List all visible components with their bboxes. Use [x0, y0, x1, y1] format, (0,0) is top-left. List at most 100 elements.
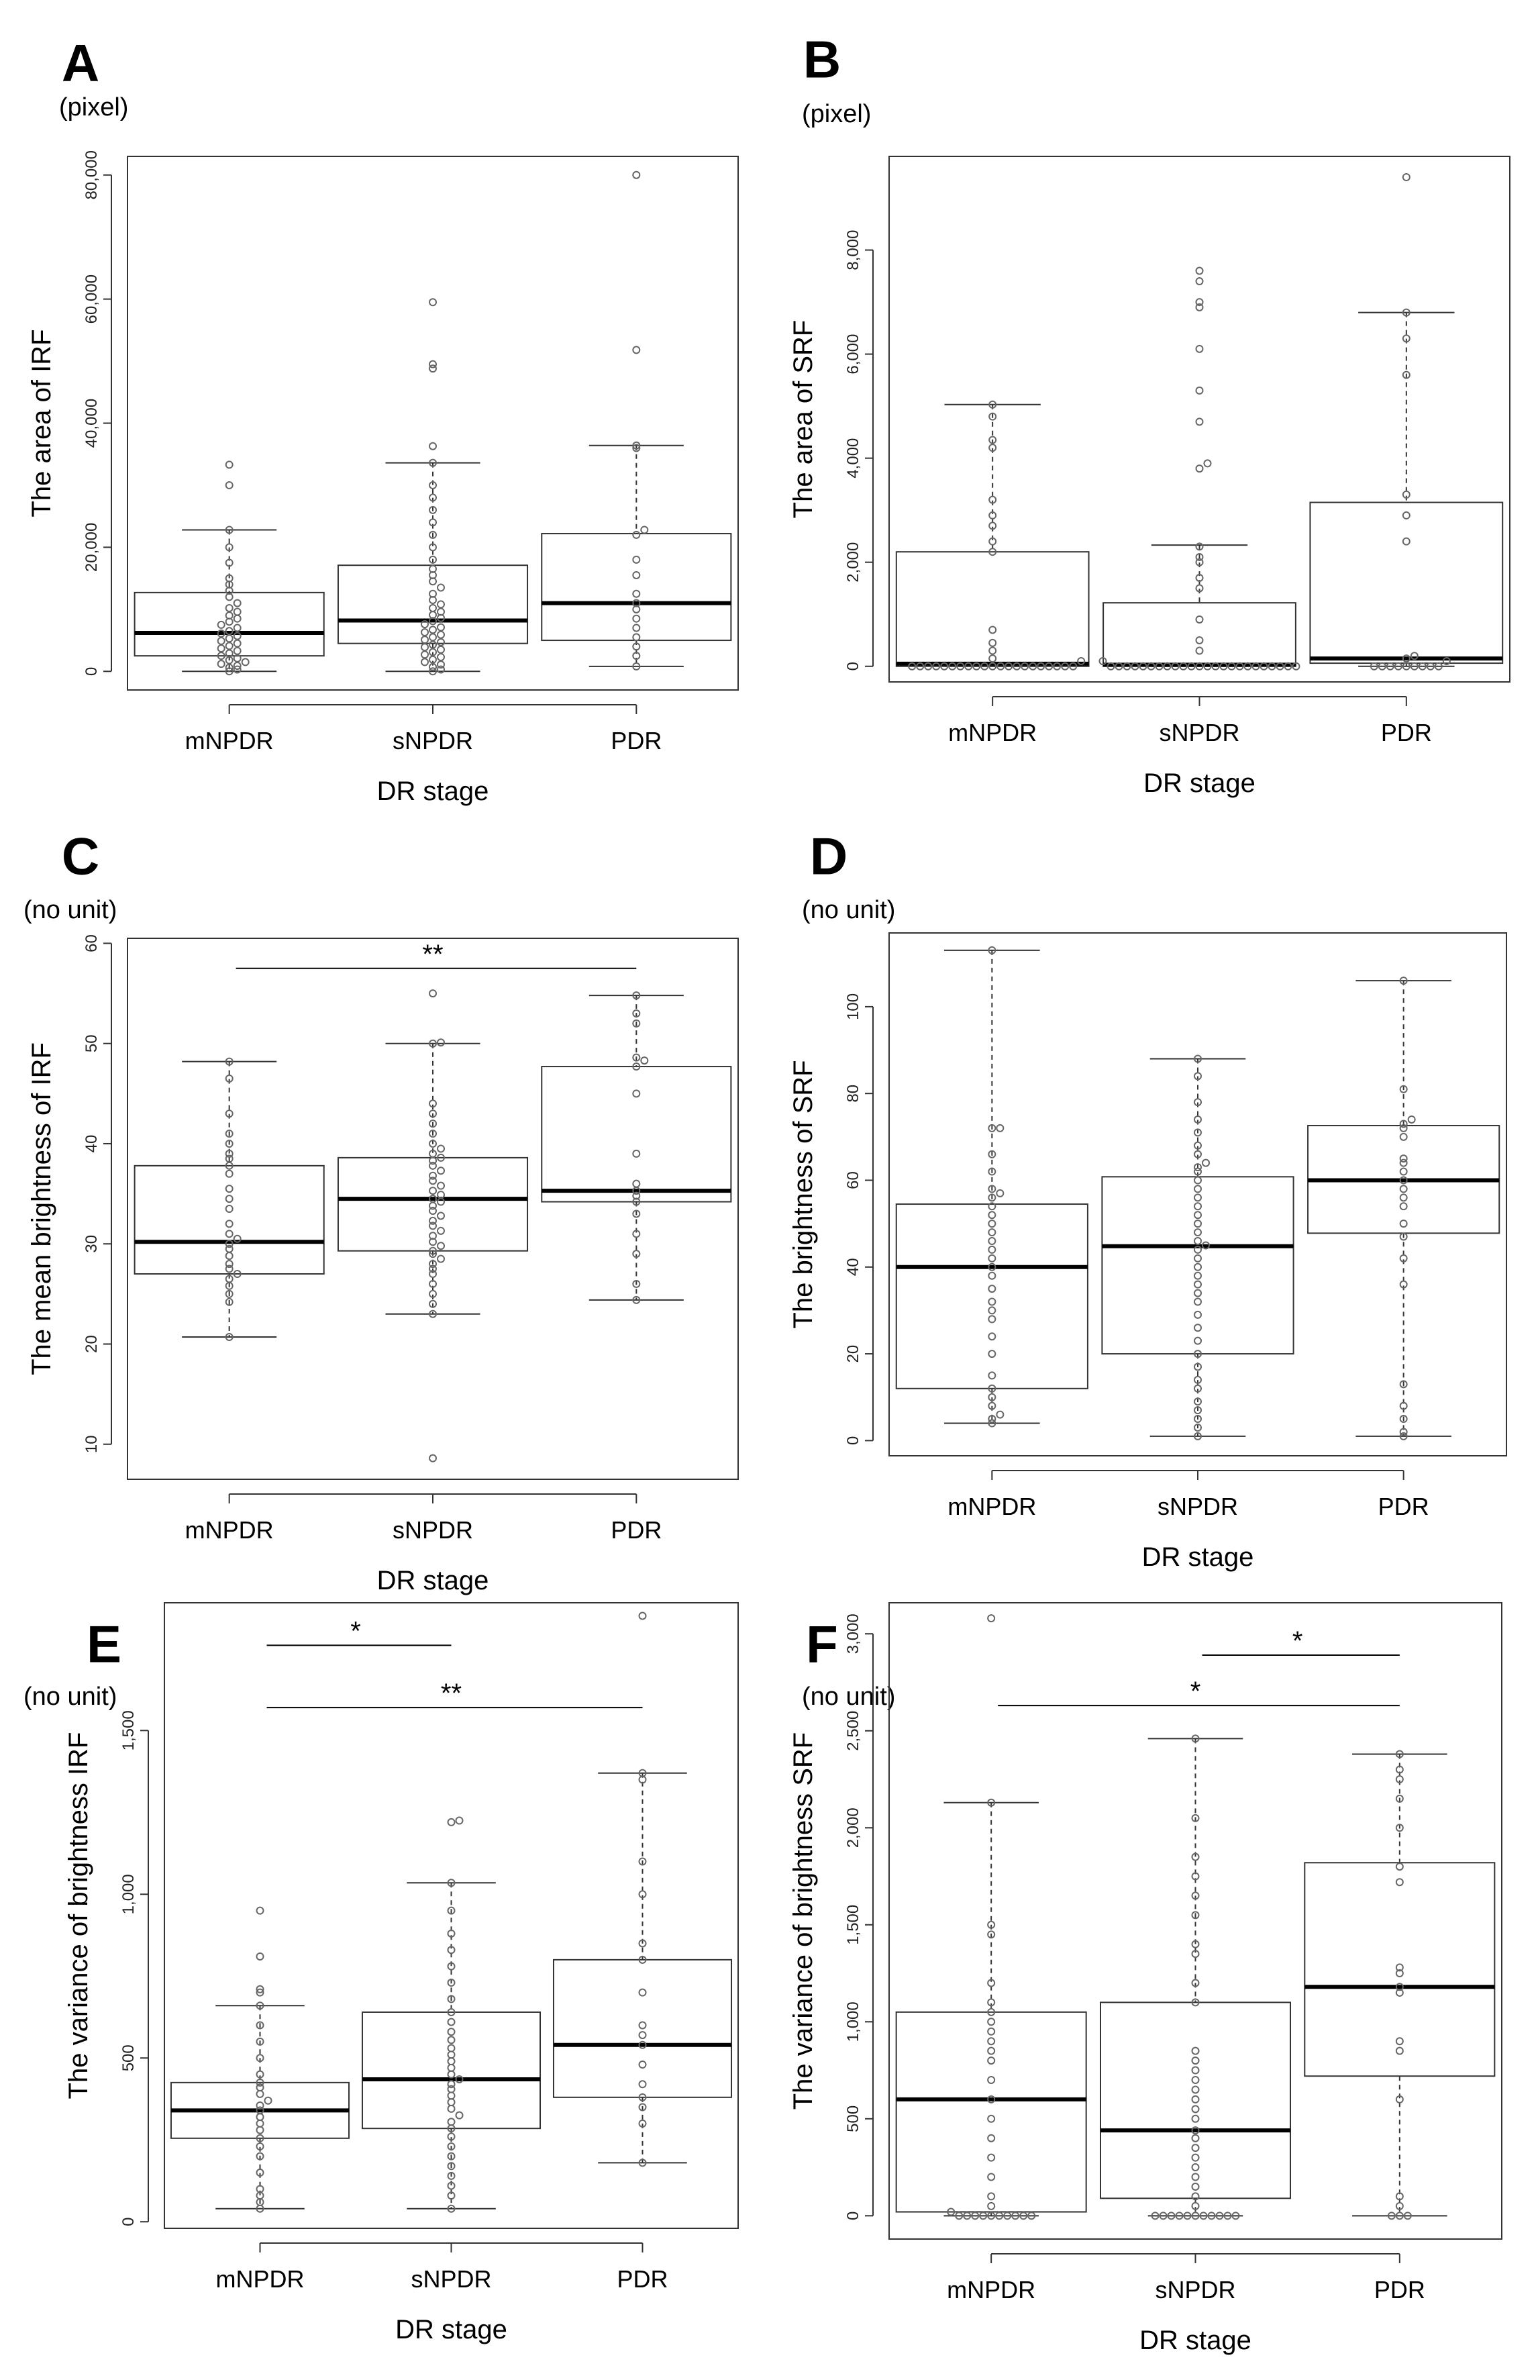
- data-point: [940, 662, 949, 671]
- data-point: [988, 1193, 996, 1202]
- data-point: [256, 2054, 264, 2063]
- data-point: [1191, 2182, 1200, 2191]
- data-point: [233, 607, 242, 616]
- data-point: [256, 2083, 264, 2092]
- data-point: [988, 1245, 996, 1254]
- y-tick-label: 1,500: [844, 1905, 862, 1945]
- data-point: [1194, 1228, 1202, 1237]
- data-point: [1195, 344, 1204, 353]
- iqr-box: [1102, 602, 1296, 667]
- data-point: [632, 614, 641, 623]
- data-point: [447, 1906, 456, 1915]
- data-point: [1395, 1824, 1404, 1832]
- data-point: [1194, 1310, 1202, 1319]
- data-point: [225, 1240, 234, 1248]
- data-point: [638, 1857, 647, 1866]
- data-point: [1163, 662, 1172, 671]
- data-point: [1194, 1432, 1202, 1440]
- data-point: [225, 634, 234, 643]
- data-point: [632, 1197, 641, 1206]
- data-point: [1243, 662, 1252, 671]
- data-point: [1442, 656, 1451, 665]
- data-point: [1402, 490, 1410, 499]
- data-point: [429, 1232, 437, 1240]
- data-point: [447, 2018, 456, 2026]
- data-point: [437, 1038, 445, 1047]
- data-point: [1191, 2153, 1200, 2162]
- data-point: [1399, 1154, 1408, 1163]
- data-point: [447, 1962, 456, 1971]
- data-point: [988, 1150, 996, 1158]
- data-point: [1399, 1167, 1408, 1176]
- unit-label: (no unit): [23, 1683, 117, 1711]
- box-pdr: [541, 995, 732, 1301]
- data-point: [1386, 662, 1394, 671]
- data-point: [1199, 2212, 1208, 2220]
- panel-letter: D: [810, 827, 848, 886]
- data-point: [256, 1952, 264, 1961]
- box-mnpdr: [895, 949, 1088, 1424]
- data-point: [1194, 1185, 1202, 1193]
- data-point: [1195, 552, 1204, 561]
- data-point: [1195, 615, 1204, 624]
- data-point: [437, 1167, 445, 1175]
- iqr-box: [361, 2011, 542, 2130]
- data-point: [241, 658, 250, 666]
- data-point: [1194, 1423, 1202, 1432]
- data-point: [225, 1220, 234, 1228]
- data-point: [1399, 1380, 1408, 1389]
- data-point: [1191, 1734, 1200, 1743]
- data-point: [1231, 2212, 1240, 2220]
- data-point: [1399, 1124, 1408, 1132]
- data-point: [1402, 370, 1410, 379]
- data-point: [421, 636, 429, 644]
- data-point: [429, 1195, 437, 1203]
- data-point: [1399, 1193, 1408, 1202]
- data-point: [988, 626, 997, 634]
- data-point: [225, 460, 234, 469]
- data-point: [1402, 334, 1410, 343]
- x-tick-label: PDR: [611, 1516, 662, 1544]
- data-point: [1191, 2126, 1200, 2135]
- data-point: [1183, 2212, 1192, 2220]
- panel-letter: F: [806, 1615, 838, 1674]
- data-point: [1194, 1163, 1202, 1172]
- data-point: [632, 624, 641, 632]
- data-point: [429, 633, 437, 642]
- data-point: [1131, 662, 1139, 671]
- data-point: [1426, 662, 1435, 671]
- data-point: [987, 1798, 996, 1807]
- data-point: [1194, 1245, 1202, 1254]
- data-point: [1194, 1362, 1202, 1371]
- data-point: [1194, 1289, 1202, 1297]
- data-point: [256, 2169, 264, 2177]
- data-point: [256, 2142, 264, 2151]
- unit-label: (no unit): [23, 896, 117, 924]
- x-tick-label: sNPDR: [411, 2265, 491, 2293]
- data-point: [429, 640, 437, 649]
- data-point: [1203, 459, 1212, 468]
- data-point: [447, 1818, 456, 1826]
- data-point: [217, 629, 225, 638]
- data-point: [437, 607, 445, 616]
- x-tick-label: sNPDR: [1158, 1493, 1238, 1520]
- data-point: [256, 2185, 264, 2193]
- panel-letter: E: [87, 1615, 121, 1674]
- iqr-box: [1309, 501, 1504, 664]
- data-point: [988, 638, 997, 647]
- data-point: [995, 2212, 1004, 2220]
- data-point: [638, 2093, 647, 2101]
- box-mnpdr: [170, 2005, 350, 2210]
- data-point: [1399, 1232, 1408, 1241]
- data-point: [632, 1009, 641, 1018]
- data-point: [1399, 1428, 1408, 1436]
- data-point: [1179, 662, 1188, 671]
- box-mnpdr: [134, 1060, 325, 1338]
- y-tick-label: 0: [83, 667, 101, 676]
- data-point: [447, 2118, 456, 2126]
- data-point: [429, 1299, 437, 1308]
- data-point: [632, 1019, 641, 1028]
- data-point: [987, 2027, 996, 2036]
- data-point: [429, 298, 437, 307]
- data-point: [1410, 652, 1419, 660]
